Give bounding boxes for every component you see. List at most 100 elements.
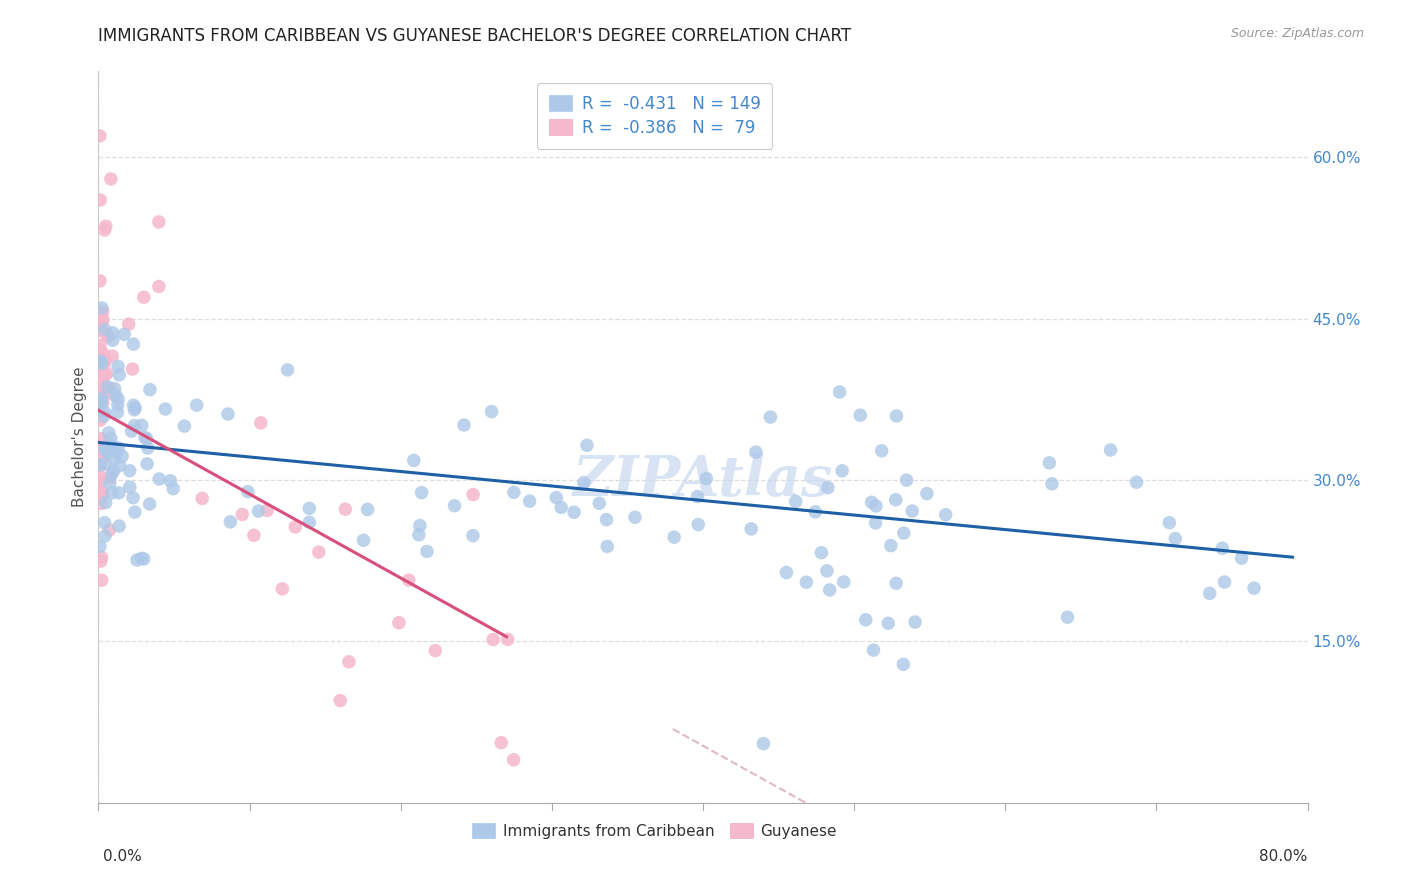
Point — [502, 753, 524, 767]
Point — [98, 523, 121, 537]
Point — [588, 496, 610, 510]
Point — [148, 472, 170, 486]
Point — [93, 347, 115, 361]
Point — [91, 487, 114, 501]
Point — [1125, 475, 1147, 490]
Point — [135, 432, 157, 446]
Point — [425, 643, 447, 657]
Point — [90, 550, 112, 565]
Point — [818, 582, 841, 597]
Point — [832, 574, 855, 589]
Point — [759, 410, 782, 425]
Point — [118, 317, 141, 331]
Point — [103, 463, 125, 477]
Point — [915, 486, 938, 500]
Point — [101, 439, 124, 453]
Point — [108, 519, 131, 533]
Point — [108, 368, 131, 382]
Point — [1040, 476, 1063, 491]
Point — [100, 432, 122, 446]
Point — [124, 402, 146, 417]
Point — [90, 442, 112, 456]
Point — [89, 483, 111, 497]
Point — [94, 450, 117, 465]
Point — [96, 444, 118, 458]
Point — [308, 545, 330, 559]
Point — [519, 494, 541, 508]
Point — [101, 333, 124, 347]
Point — [89, 540, 111, 554]
Point — [411, 485, 433, 500]
Point — [101, 467, 124, 481]
Point — [94, 457, 117, 471]
Point — [90, 445, 112, 459]
Point — [502, 485, 524, 500]
Point — [298, 516, 321, 530]
Point — [186, 398, 208, 412]
Point — [89, 274, 111, 288]
Point — [402, 453, 425, 467]
Point — [815, 564, 838, 578]
Point — [107, 405, 129, 419]
Point — [89, 193, 111, 207]
Point — [89, 443, 111, 458]
Point — [90, 392, 112, 406]
Point — [139, 383, 162, 397]
Point — [90, 573, 112, 587]
Point — [136, 441, 159, 455]
Point — [89, 346, 111, 360]
Point — [89, 413, 111, 427]
Point — [865, 516, 887, 530]
Point — [91, 381, 114, 395]
Point — [219, 515, 242, 529]
Point — [89, 360, 111, 375]
Point — [752, 737, 775, 751]
Point — [131, 418, 153, 433]
Point — [884, 492, 907, 507]
Point — [93, 405, 115, 419]
Text: Source: ZipAtlas.com: Source: ZipAtlas.com — [1230, 27, 1364, 40]
Point — [849, 408, 872, 422]
Point — [388, 615, 411, 630]
Point — [89, 306, 111, 320]
Point — [877, 616, 900, 631]
Point — [896, 473, 918, 487]
Point — [775, 566, 797, 580]
Point — [408, 528, 430, 542]
Point — [1099, 442, 1122, 457]
Point — [284, 520, 307, 534]
Text: IMMIGRANTS FROM CARIBBEAN VS GUYANESE BACHELOR'S DEGREE CORRELATION CHART: IMMIGRANTS FROM CARIBBEAN VS GUYANESE BA… — [98, 27, 852, 45]
Point — [817, 481, 839, 495]
Point — [98, 476, 121, 491]
Point — [884, 576, 907, 591]
Point — [162, 482, 184, 496]
Point — [191, 491, 214, 506]
Point — [94, 442, 117, 457]
Point — [103, 382, 125, 396]
Point — [90, 357, 112, 371]
Point — [595, 513, 617, 527]
Point — [256, 503, 278, 517]
Point — [90, 394, 112, 409]
Point — [125, 553, 148, 567]
Point — [356, 502, 378, 516]
Point — [90, 432, 112, 446]
Point — [132, 552, 155, 566]
Point — [496, 632, 519, 647]
Point — [1164, 532, 1187, 546]
Point — [155, 402, 177, 417]
Point — [93, 325, 115, 339]
Point — [89, 343, 111, 357]
Point — [108, 458, 131, 473]
Point — [94, 495, 117, 509]
Point — [104, 451, 127, 466]
Point — [686, 490, 709, 504]
Point — [796, 575, 818, 590]
Point — [482, 632, 505, 647]
Point — [89, 388, 111, 402]
Point — [89, 382, 111, 396]
Point — [1243, 581, 1265, 595]
Point — [1213, 574, 1236, 589]
Point — [101, 326, 124, 340]
Point — [461, 488, 484, 502]
